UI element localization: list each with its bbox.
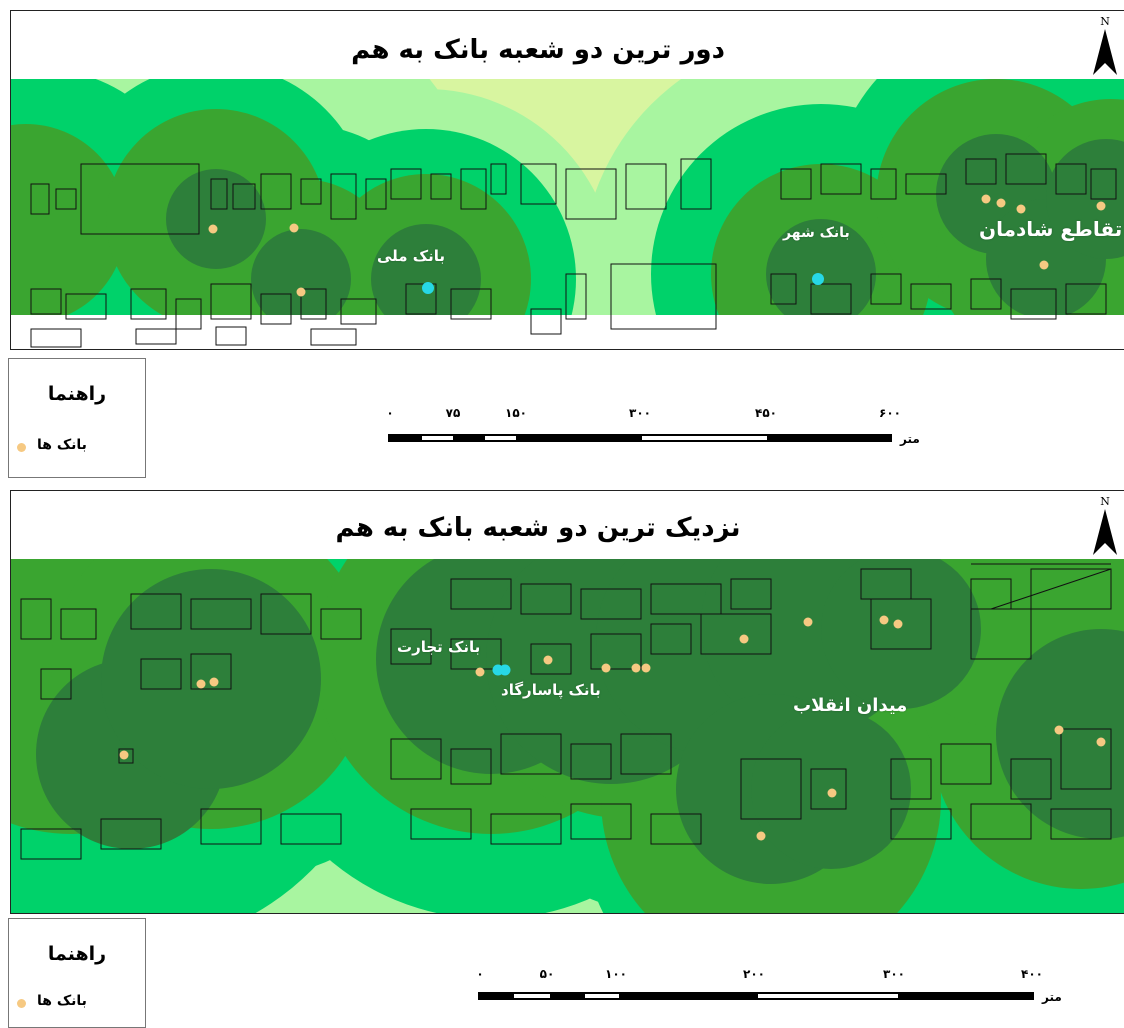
map-area: بانک تجارت بانک پاسارگاد میدان انقلاب <box>11 559 1124 913</box>
scale-bar-2: ۰ ۵۰ ۱۰۰ ۲۰۰ ۳۰۰ ۴۰۰ متر <box>476 967 1088 1007</box>
north-arrow-icon: N <box>1091 495 1119 557</box>
scale-tick: ۶۰۰ <box>879 406 901 420</box>
north-label: N <box>1100 15 1110 28</box>
label-bank-melli: بانک ملی <box>377 247 446 265</box>
bank-dot-icon <box>17 999 26 1008</box>
scale-bar-graphic-1 <box>388 434 892 442</box>
scale-tick: ۱۵۰ <box>505 406 527 420</box>
legend-title: راهنما <box>47 943 107 965</box>
bank-pasargad-marker <box>499 664 511 676</box>
legend-1: راهنما بانک ها <box>8 358 146 478</box>
label-intersection: تقاطع شادمان <box>979 217 1123 241</box>
north-arrow-icon: N <box>1091 15 1119 77</box>
map-panel-farthest: دور ترین دو شعبه بانک به هم N <box>10 10 1124 350</box>
label-bank-tejarat: بانک تجارت <box>397 638 481 656</box>
bank-melli-marker <box>422 282 434 294</box>
map-title: نزدیک ترین دو شعبه بانک به هم <box>335 513 741 543</box>
scale-bar-1: ۰ ۷۵ ۱۵۰ ۳۰۰ ۴۵۰ ۶۰۰ متر <box>386 406 948 446</box>
legend-item-banks: بانک ها <box>37 437 87 453</box>
scale-tick: ۳۰۰ <box>883 967 905 981</box>
scale-unit: متر <box>900 432 920 446</box>
bank-shahr-marker <box>812 273 824 285</box>
scale-tick: ۰ <box>386 406 394 420</box>
bank-dot-icon <box>17 443 26 452</box>
scale-bar-graphic-2 <box>478 992 1034 1000</box>
scale-tick: ۴۵۰ <box>755 406 777 420</box>
legend-title: راهنما <box>47 383 107 405</box>
map-panel-nearest: نزدیک ترین دو شعبه بانک به هم N <box>10 490 1124 914</box>
buffer-map-2 <box>11 559 1124 913</box>
legend-2: راهنما بانک ها <box>8 918 146 1028</box>
scale-tick: ۲۰۰ <box>743 967 765 981</box>
legend-item-banks: بانک ها <box>37 993 87 1009</box>
map-area: بانک ملی بانک شهر تقاطع شادمان <box>11 79 1124 349</box>
scale-tick: ۴۰۰ <box>1021 967 1043 981</box>
label-bank-shahr: بانک شهر <box>783 225 850 241</box>
scale-unit: متر <box>1042 990 1062 1004</box>
label-square: میدان انقلاب <box>793 695 908 716</box>
scale-tick: ۰ <box>476 967 484 981</box>
scale-tick: ۷۵ <box>445 406 461 420</box>
north-label: N <box>1100 495 1110 508</box>
scale-tick: ۱۰۰ <box>605 967 627 981</box>
map-title: دور ترین دو شعبه بانک به هم <box>351 35 725 65</box>
scale-tick: ۳۰۰ <box>629 406 651 420</box>
label-bank-pasargad: بانک پاسارگاد <box>501 681 601 699</box>
buffer-map-1 <box>11 79 1124 348</box>
scale-tick: ۵۰ <box>539 967 555 981</box>
